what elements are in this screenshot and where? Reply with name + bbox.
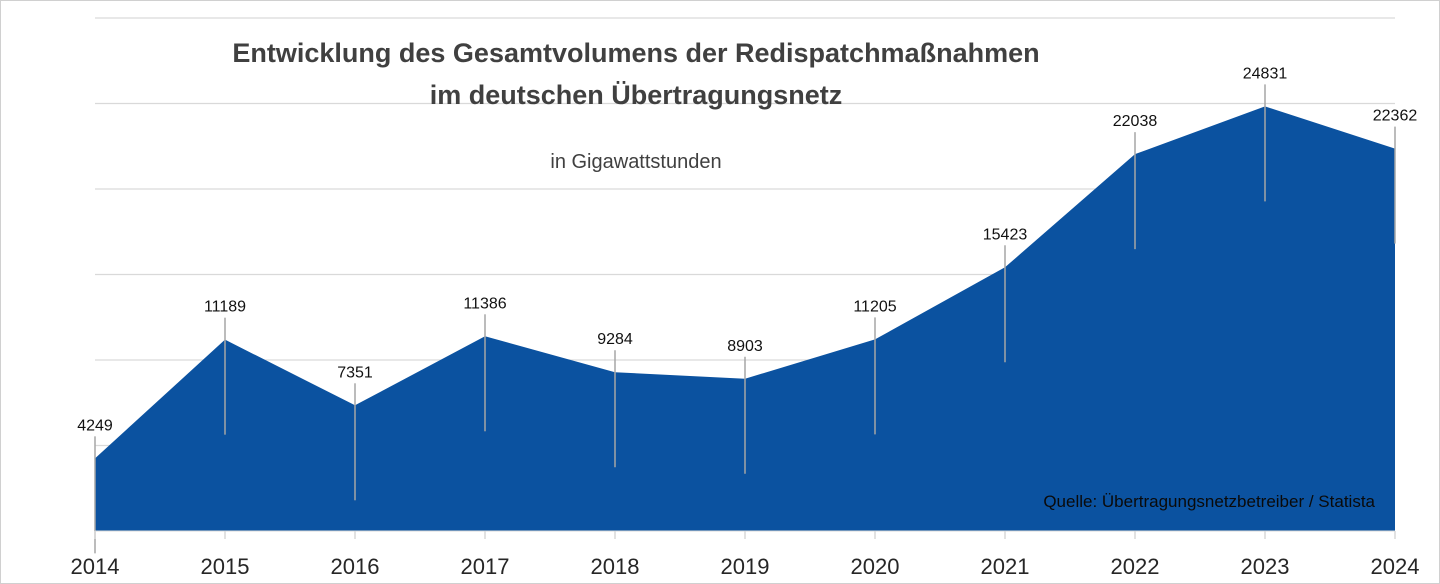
data-label-2022: 22038 <box>1113 113 1158 130</box>
data-labels: 4249 11189 7351 11386 9284 8903 11205 15423 2203… <box>77 65 1417 434</box>
data-label-2024: 22362 <box>1373 108 1418 125</box>
data-label-2021: 15423 <box>983 226 1028 243</box>
source-note: Quelle: Übertragungsnetzbetreiber / Stat… <box>1043 492 1375 511</box>
x-tick-label-2020: 2020 <box>851 554 900 579</box>
x-tick-label-2015: 2015 <box>201 554 250 579</box>
x-tick-label-2019: 2019 <box>721 554 770 579</box>
x-tick-label-2016: 2016 <box>331 554 380 579</box>
data-label-2016: 7351 <box>337 364 373 381</box>
chart-title-line-1: Entwicklung des Gesamtvolumens der Redis… <box>232 38 1039 68</box>
x-tick-label-2021: 2021 <box>981 554 1030 579</box>
x-tick-label-2022: 2022 <box>1111 554 1160 579</box>
data-label-2017: 11386 <box>463 295 506 312</box>
data-label-2018: 9284 <box>597 331 633 348</box>
x-axis: 2014 2015 2016 2017 2018 2019 2020 2021 2022 2023… <box>71 530 1420 579</box>
x-tick-label-2017: 2017 <box>461 554 510 579</box>
chart-title-line-2: im deutschen Übertragungsnetz <box>430 80 843 110</box>
x-tick-label-2018: 2018 <box>591 554 640 579</box>
x-tick-label-2014: 2014 <box>71 554 120 579</box>
data-label-2019: 8903 <box>727 338 763 355</box>
data-label-2014: 4249 <box>77 417 113 434</box>
x-tick-label-2023: 2023 <box>1241 554 1290 579</box>
area-fill <box>95 106 1395 532</box>
data-label-2020: 11205 <box>853 298 896 315</box>
data-label-2015: 11189 <box>204 299 246 316</box>
x-tick-label-2024: 2024 <box>1371 554 1420 579</box>
chart-subtitle: in Gigawattstunden <box>550 151 721 173</box>
data-label-2023: 24831 <box>1243 65 1288 82</box>
